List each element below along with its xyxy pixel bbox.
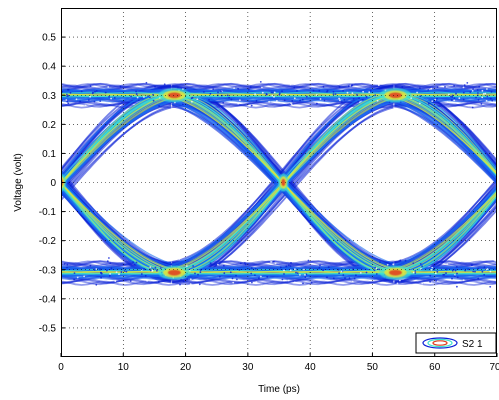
peak-density-marker bbox=[167, 92, 181, 99]
peak-density-marker bbox=[389, 92, 402, 99]
y-tick-label: 0.5 bbox=[42, 33, 56, 44]
axis-ticks: 0 10 20 30 40 50 60 70 0.5 0.4 0.3 0.2 0.1 0 -0.1 -0.2 -… bbox=[39, 33, 499, 373]
x-tick-label: 0 bbox=[58, 362, 64, 373]
x-tick-label: 40 bbox=[305, 362, 317, 373]
density-layer bbox=[61, 80, 497, 288]
y-tick-label: -0.1 bbox=[39, 207, 57, 218]
peak-density-marker bbox=[389, 269, 402, 276]
y-tick-label: -0.2 bbox=[39, 236, 57, 247]
y-tick-label: 0.1 bbox=[42, 149, 56, 160]
peak-density-marker bbox=[167, 269, 181, 276]
grid bbox=[61, 8, 497, 357]
x-tick-label: 10 bbox=[118, 362, 130, 373]
y-tick-label: 0.3 bbox=[42, 91, 56, 102]
y-tick-label: 0.4 bbox=[42, 62, 56, 73]
legend: S2 1 bbox=[415, 332, 497, 354]
y-axis-label: Voltage (volt) bbox=[13, 153, 24, 211]
x-tick-label: 70 bbox=[489, 362, 499, 373]
x-tick-label: 30 bbox=[242, 362, 254, 373]
y-tick-label: -0.4 bbox=[39, 294, 57, 305]
x-tick-label: 50 bbox=[367, 362, 379, 373]
x-tick-label: 20 bbox=[180, 362, 192, 373]
x-axis-label: Time (ps) bbox=[258, 384, 300, 395]
y-tick-label: -0.5 bbox=[39, 323, 57, 334]
y-tick-label: 0 bbox=[50, 178, 56, 189]
y-tick-label: -0.3 bbox=[39, 265, 57, 276]
x-tick-label: 60 bbox=[429, 362, 441, 373]
legend-entry: S2 1 bbox=[462, 339, 483, 350]
y-tick-label: 0.2 bbox=[42, 120, 56, 131]
peak-density-marker bbox=[281, 178, 286, 187]
legend-swatch bbox=[422, 337, 458, 349]
